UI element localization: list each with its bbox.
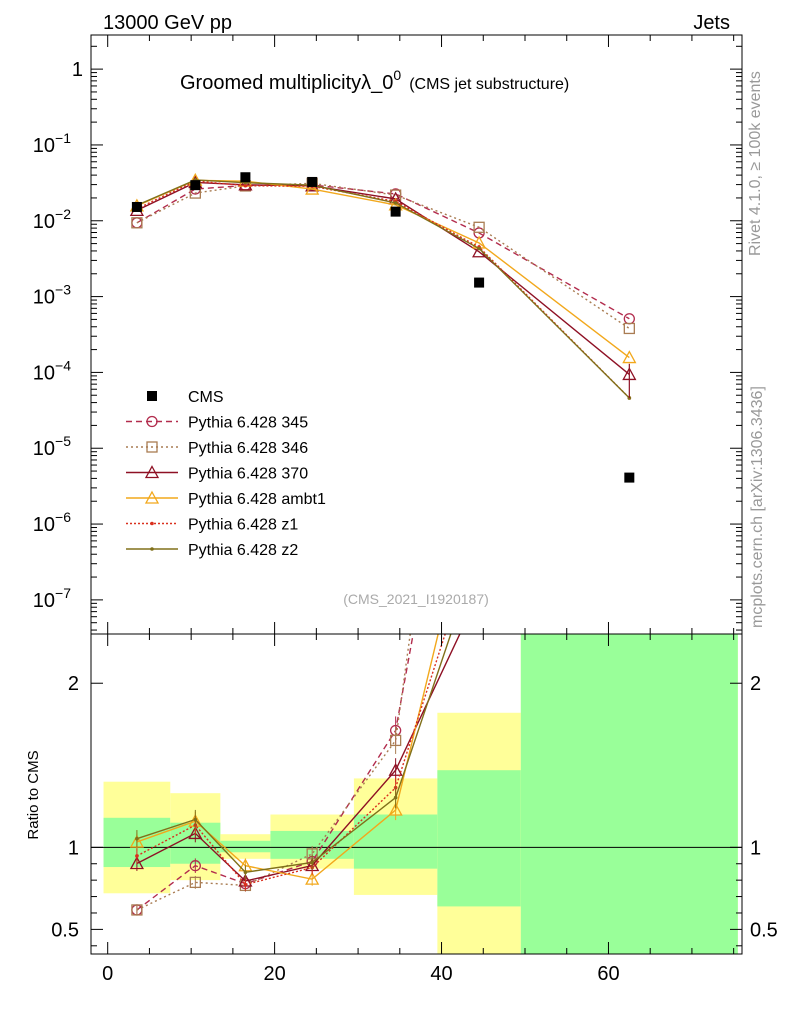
data-point <box>131 201 142 212</box>
legend-label: Pythia 6.428 345 <box>188 415 308 432</box>
y-tick-label: 10−1 <box>33 130 71 157</box>
ratio-point <box>388 802 403 816</box>
series-point <box>393 201 398 205</box>
ratio-point <box>135 854 139 858</box>
band-inner <box>220 840 271 853</box>
series-line <box>136 182 630 330</box>
legend-label: Pythia 6.428 z2 <box>188 542 298 559</box>
ratio-point <box>310 860 314 865</box>
series-point <box>238 177 253 191</box>
chart-title: Groomed multiplicityλ_00(CMS jet substru… <box>180 67 569 94</box>
axis-ticks: 0 20 40 60 1 10−1 10−2 10−3 10−4 10−5 10−6 10−7 2 2 1 1… <box>33 35 778 985</box>
legend-label: Pythia 6.428 z1 <box>188 517 298 534</box>
legend-label: CMS <box>188 389 224 406</box>
ratio-point <box>131 904 143 916</box>
data-point <box>624 472 635 483</box>
legend-marker <box>146 441 158 453</box>
series-line <box>136 179 630 359</box>
rivet-label: Rivet 4.1.0, ≥ 100k events <box>747 71 764 256</box>
uncertainty-bands <box>91 634 742 954</box>
ratio-y-tick-label-right: 0.5 <box>750 919 778 941</box>
series-point <box>305 181 320 195</box>
legend-marker <box>150 547 154 551</box>
ratio-point <box>243 882 248 887</box>
mcplots-label: mcplots.cern.ch [arXiv:1306.3436] <box>749 386 766 628</box>
ratio-y-tick-label-right: 2 <box>750 673 761 695</box>
ratio-point <box>189 860 201 872</box>
y-tick-label: 10−2 <box>33 206 71 233</box>
ratio-point <box>188 826 203 840</box>
series-line <box>136 181 630 375</box>
legend-label: Pythia 6.428 370 <box>188 466 308 483</box>
series-line <box>136 184 630 320</box>
data-point <box>390 206 401 217</box>
y-tick-label: 10−5 <box>33 433 71 460</box>
ratio-y-label: Ratio to CMS <box>25 750 42 839</box>
ratio-point <box>305 871 320 885</box>
series-line <box>136 179 630 399</box>
ratio-y-tick-label: 0.5 <box>51 919 79 941</box>
legend-marker <box>144 465 160 479</box>
y-tick-label: 10−4 <box>33 357 71 384</box>
ratio-point <box>243 870 248 875</box>
data-point <box>190 180 201 191</box>
x-tick-label: 60 <box>597 963 619 985</box>
legend-marker <box>144 490 160 504</box>
energy-label: 13000 GeV pp <box>103 12 232 34</box>
analysis-tag: (CMS_2021_I1920187) <box>343 591 489 607</box>
series-point <box>622 350 637 364</box>
legend-label: Pythia 6.428 346 <box>188 440 308 457</box>
ratio-frame <box>90 633 743 955</box>
ratio-point <box>135 836 139 841</box>
ratio-point <box>193 817 198 822</box>
band-inner <box>353 814 438 869</box>
legend-marker <box>146 415 158 428</box>
x-tick-label: 0 <box>102 963 113 985</box>
series-point <box>243 183 248 188</box>
legend: CMS Pythia 6.428 345 Pythia 6.428 346 Pythi… <box>126 389 326 559</box>
series-point <box>131 217 143 229</box>
data-point <box>474 277 485 288</box>
series-point <box>623 322 635 335</box>
band-inner <box>520 634 738 954</box>
ratio-y-tick-label: 1 <box>68 837 79 859</box>
data-point <box>240 172 251 183</box>
x-tick-label: 40 <box>430 963 452 985</box>
band-inner <box>437 770 521 907</box>
legend-label: Pythia 6.428 ambt1 <box>188 491 326 508</box>
ratio-y-tick-label: 2 <box>68 673 79 695</box>
y-tick-label: 10−7 <box>33 585 71 612</box>
ratio-y-tick-label-right: 1 <box>750 837 761 859</box>
y-tick-label: 10−6 <box>33 509 71 536</box>
legend-marker <box>150 521 154 526</box>
y-tick-label: 10−3 <box>33 282 71 309</box>
ratio-point <box>388 762 403 776</box>
data-point <box>307 176 318 187</box>
y-tick-label: 1 <box>72 59 83 81</box>
x-tick-label: 20 <box>263 963 285 985</box>
ratio-point <box>393 795 398 800</box>
legend-marker-cms <box>147 391 157 401</box>
series-point <box>477 246 481 251</box>
ratio-panel-series <box>129 634 461 916</box>
main-panel-series <box>129 172 637 483</box>
series-line <box>136 180 630 399</box>
ratio-point <box>389 734 402 747</box>
series-point <box>627 396 632 400</box>
ratio-point <box>189 876 201 889</box>
series-point <box>473 221 485 233</box>
ratio-point <box>129 856 144 870</box>
jets-label: Jets <box>693 12 730 34</box>
